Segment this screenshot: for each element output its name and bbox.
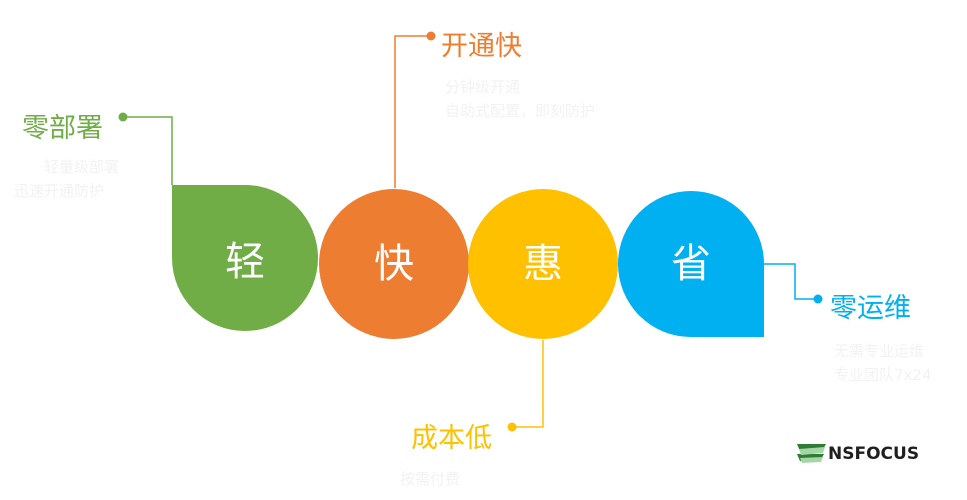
blue-callout-desc-line: 专业团队7x24 xyxy=(834,366,932,384)
orange-callout-title: 开通快 xyxy=(441,31,522,62)
green-callout-desc-line: 迅速开通防护 xyxy=(14,182,104,200)
orange-connector xyxy=(394,31,436,188)
yellow-connector-dot xyxy=(507,422,517,432)
green-callout-title: 零部署 xyxy=(22,113,103,144)
green-teardrop-shape xyxy=(172,185,318,331)
green-connector xyxy=(118,112,173,185)
blue-connector-dot xyxy=(813,294,823,304)
shape-char-save: 省 xyxy=(671,241,711,287)
yellow-callout-desc-line: 按需付费 xyxy=(400,470,460,488)
orange-circle-shape xyxy=(319,189,469,339)
yellow-circle-shape xyxy=(468,189,618,339)
green-connector-dot xyxy=(118,112,128,122)
shape-char-light: 轻 xyxy=(225,239,265,285)
yellow-connector xyxy=(507,340,544,432)
orange-callout-desc-line: 分钟级开通 xyxy=(445,78,520,96)
nsfocus-logo-text: NSFOCUS xyxy=(828,444,919,464)
green-callout-desc-line: 轻量级部署 xyxy=(44,158,119,176)
orange-callout-desc-line: 自助式配置，即刻防护 xyxy=(445,102,595,120)
blue-callout-desc-line: 无需专业运维 xyxy=(834,342,924,360)
shape-char-benefit: 惠 xyxy=(523,241,563,287)
nsfocus-flag-icon xyxy=(797,444,826,463)
nsfocus-logo: NSFOCUS xyxy=(797,444,919,464)
orange-connector-dot xyxy=(426,31,436,41)
blue-teardrop-shape xyxy=(618,191,764,337)
blue-callout-title: 零运维 xyxy=(830,293,911,324)
blue-connector xyxy=(764,263,823,304)
yellow-callout-title: 成本低 xyxy=(411,423,492,454)
shape-char-fast: 快 xyxy=(374,241,414,287)
